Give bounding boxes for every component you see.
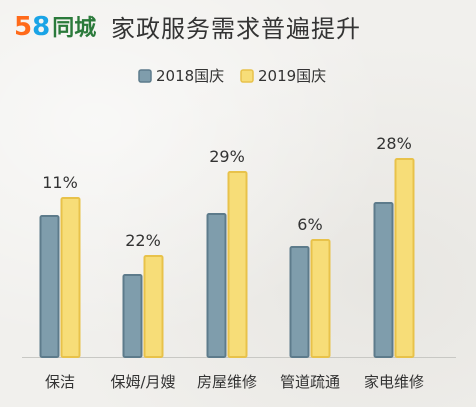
data-label-3: 6% bbox=[297, 215, 322, 234]
logo-brand-text: 同城 bbox=[52, 16, 97, 41]
data-label-0: 11% bbox=[42, 173, 78, 192]
bar-2018-1 bbox=[122, 274, 143, 358]
bar-2018-4 bbox=[373, 202, 394, 358]
legend-label-1: 2019国庆 bbox=[258, 67, 326, 85]
bar-2019-0 bbox=[60, 197, 81, 358]
bar-2019-4 bbox=[394, 158, 415, 358]
category-label-0: 保洁 bbox=[45, 373, 75, 391]
legend-swatch-0 bbox=[138, 69, 152, 83]
data-label-1: 22% bbox=[125, 231, 161, 250]
bar-2018-0 bbox=[39, 215, 60, 358]
bar-2018-3 bbox=[289, 246, 310, 358]
chart-title: 家政服务需求普遍提升 bbox=[111, 15, 361, 43]
legend-label-0: 2018国庆 bbox=[156, 67, 224, 85]
bar-2018-2 bbox=[206, 213, 227, 358]
58-logo: 5 8 同城 bbox=[14, 13, 96, 43]
bar-2019-3 bbox=[310, 239, 331, 358]
category-label-4: 家电维修 bbox=[364, 373, 424, 391]
category-label-3: 管道疏通 bbox=[280, 373, 340, 391]
data-label-4: 28% bbox=[376, 134, 412, 153]
bar-2019-2 bbox=[227, 171, 248, 358]
logo-digit-8: 8 bbox=[32, 12, 51, 42]
category-label-1: 保姆/月嫂 bbox=[110, 373, 175, 391]
legend-swatch-1 bbox=[240, 69, 254, 83]
bar-2019-1 bbox=[143, 255, 164, 358]
data-label-2: 29% bbox=[209, 147, 245, 166]
category-label-2: 房屋维修 bbox=[197, 373, 257, 391]
logo-digit-5: 5 bbox=[14, 12, 33, 42]
